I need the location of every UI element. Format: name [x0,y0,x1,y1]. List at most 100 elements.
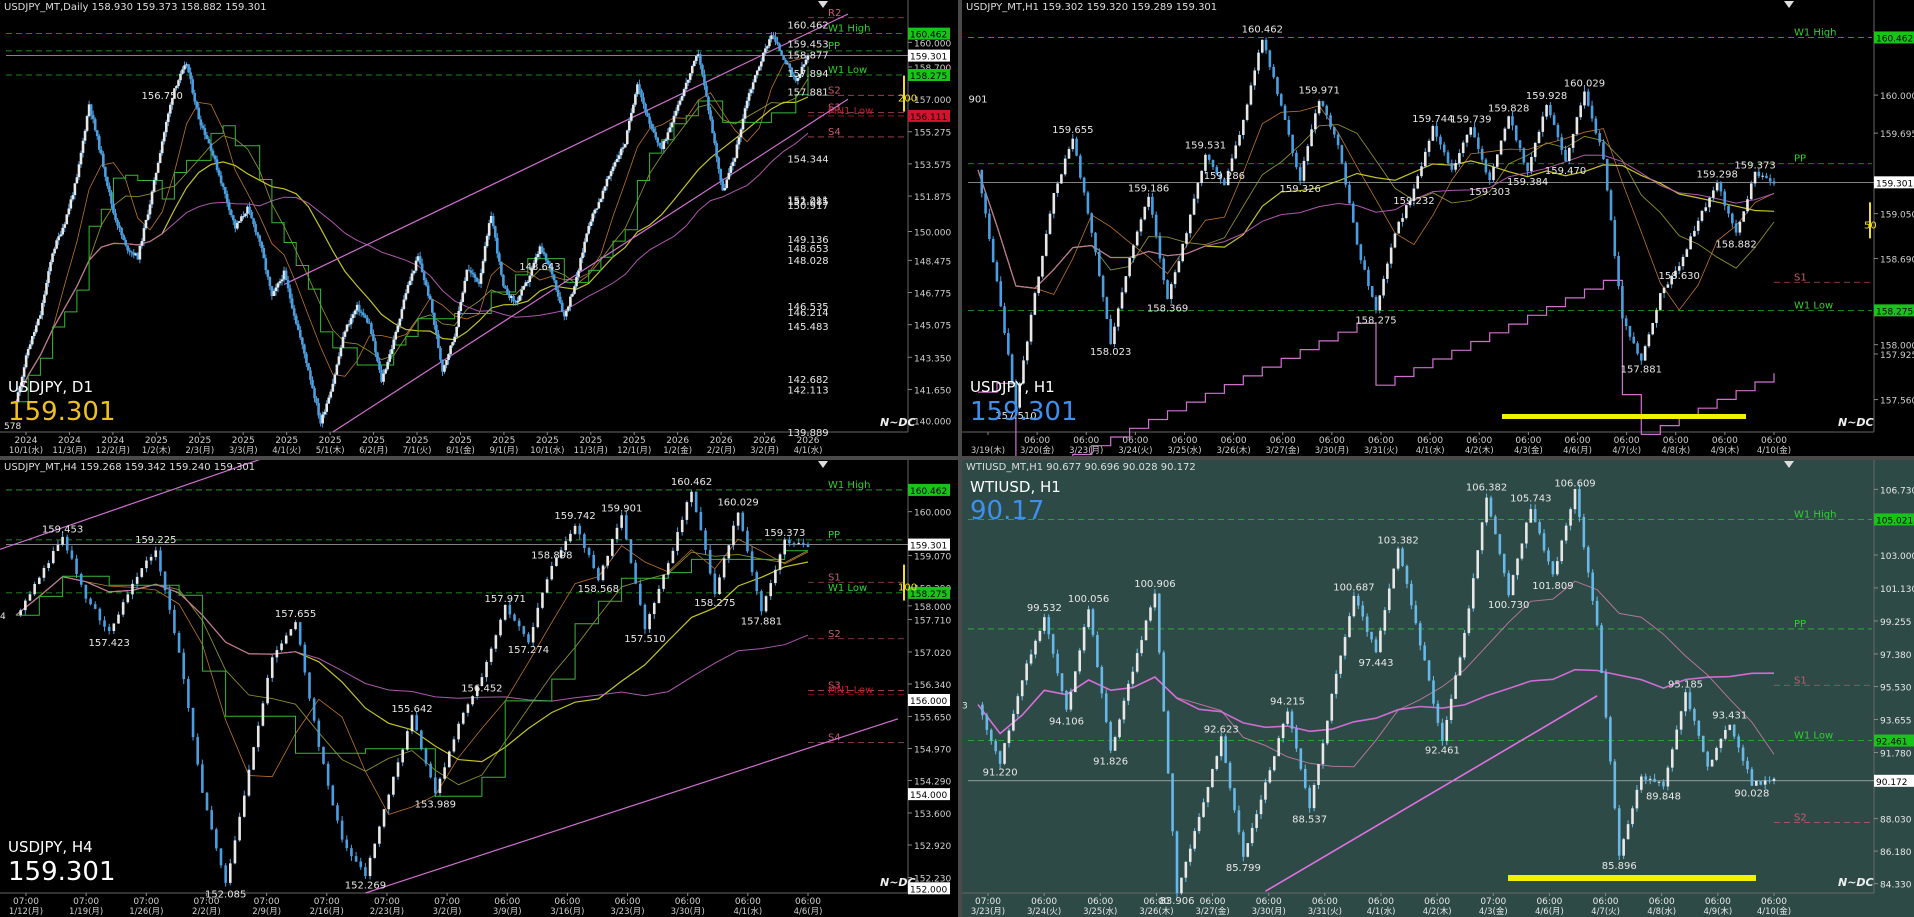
x-tick-label: 3/31(火) [1308,907,1342,917]
candle-body [711,119,714,134]
candle-body [1228,762,1232,789]
candle-body [1473,127,1476,138]
candle-body [1604,672,1608,718]
candle-body [258,235,261,242]
candle-body [1688,692,1692,709]
price-annotation: 146.535 [787,302,828,313]
candle-body [126,245,129,251]
chart-canvas[interactable]: 160.462160.000159.301158.700158.275157.0… [0,0,958,456]
x-tick-label: 10/1(水) [530,445,564,456]
candle-body [1631,808,1634,825]
chart-canvas[interactable]: 160.462160.000159.301159.070158.390158.2… [0,460,958,917]
x-tick-label: 12/1(月) [617,446,651,456]
candle-body [650,123,653,129]
y-tick-label: 157.710 [914,616,951,626]
candle-body [1441,722,1444,741]
candle-body [1569,509,1572,526]
x-tick-label: 4/3(金) [1479,906,1508,917]
chart-panel-usdjpy-d1[interactable]: 160.462 160.000 159.301 158.700 158.275 157.0… [0,0,958,456]
x-tick-time-label: 2024 [58,436,81,446]
horizontal-splitter[interactable] [0,456,1914,460]
candle-body [666,563,670,575]
candle-body [739,129,743,138]
candle-body [51,253,54,263]
candle-body [1704,207,1708,211]
x-tick-time-label: 06:00 [1172,436,1198,446]
candle-body [378,361,381,370]
candle-body [1260,39,1264,53]
channel-line-lower [365,718,899,894]
chart-shift-marker-icon[interactable] [1784,1,1794,8]
candle-body [731,161,735,167]
candle-body [191,79,194,94]
candle-body [1299,748,1303,769]
candle-body [1224,736,1227,763]
y-tick-label: 143.350 [914,354,951,364]
candle-body [1020,680,1024,697]
candle-body [735,144,739,159]
price-annotation: 89.848 [1646,792,1681,803]
price-annotation: 146.214 [787,308,828,319]
candle-body [457,723,460,740]
candle-body [248,206,251,212]
candle-body [244,213,247,217]
candle-body [1727,205,1730,214]
candle-body [778,554,782,570]
y-tick-label: 90.172 [1876,778,1908,788]
candle-body [719,168,722,181]
chart-shift-marker-icon[interactable] [818,1,828,8]
candle-body [264,258,268,271]
chart-shift-marker-icon[interactable] [1784,461,1794,468]
candle-body [1197,816,1201,832]
x-tick-time-label: 06:00 [1368,897,1394,907]
candle-body [988,213,991,239]
chart-canvas[interactable]: 160.462 160.000 159.695 159.301 159.050 158.6… [962,0,1914,456]
x-tick-time-label: 06:00 [554,897,580,907]
candle-body [1653,778,1656,782]
candle-body [1435,125,1438,137]
candle-body [193,93,197,102]
price-annotation: 83.906 [1160,896,1195,907]
candle-body [414,260,418,271]
y-tick-label: 159.301 [910,542,947,552]
candle-body [1361,605,1365,617]
candle-body [589,221,593,226]
candle-body [1188,848,1192,862]
candle-body [149,557,153,561]
candle-body [325,403,329,412]
price-annotation: 158.568 [578,584,619,595]
candle-body [660,145,664,149]
chart-panel-usdjpy-h4[interactable]: 160.462160.000159.301159.070158.390158.2… [0,460,958,917]
trend-curve [1265,695,1598,892]
candle-body [288,288,292,299]
candle-body [159,550,162,572]
candle-body [1408,201,1412,206]
chart-panel-wtiusd-h1[interactable]: 106.730 105.021 103.000 101.130 99.255 97.380… [962,460,1914,917]
candle-body [1162,258,1166,281]
chart-shift-marker-icon[interactable] [818,461,828,468]
candle-body [736,512,740,526]
x-tick-time-label: 06:00 [1663,436,1689,446]
candle-body [1738,221,1742,233]
candle-body [475,686,479,697]
candle-body [84,584,88,599]
x-tick-time-label: 06:00 [795,897,821,907]
candle-body [1047,617,1051,635]
candle-body [587,548,591,555]
candle-body [201,125,205,129]
x-tick-time-label: 2026 [710,436,733,446]
candle-body [1723,191,1727,206]
chart-canvas[interactable]: 106.730 105.021 103.000 101.130 99.255 97.380… [962,460,1914,917]
candle-body [1113,326,1116,345]
candle-body [1538,522,1541,534]
candle-body [630,112,633,121]
candle-body [30,336,34,345]
candle-body [69,199,73,209]
candle-body [162,132,166,142]
candle-body [806,55,810,60]
x-tick-label: 4/10(金) [1757,445,1791,456]
candle-body [1348,184,1351,204]
candle-body [1283,105,1287,120]
chart-panel-usdjpy-h1[interactable]: 160.462 160.000 159.695 159.301 159.050 158.6… [962,0,1914,456]
candle-body [97,136,101,150]
